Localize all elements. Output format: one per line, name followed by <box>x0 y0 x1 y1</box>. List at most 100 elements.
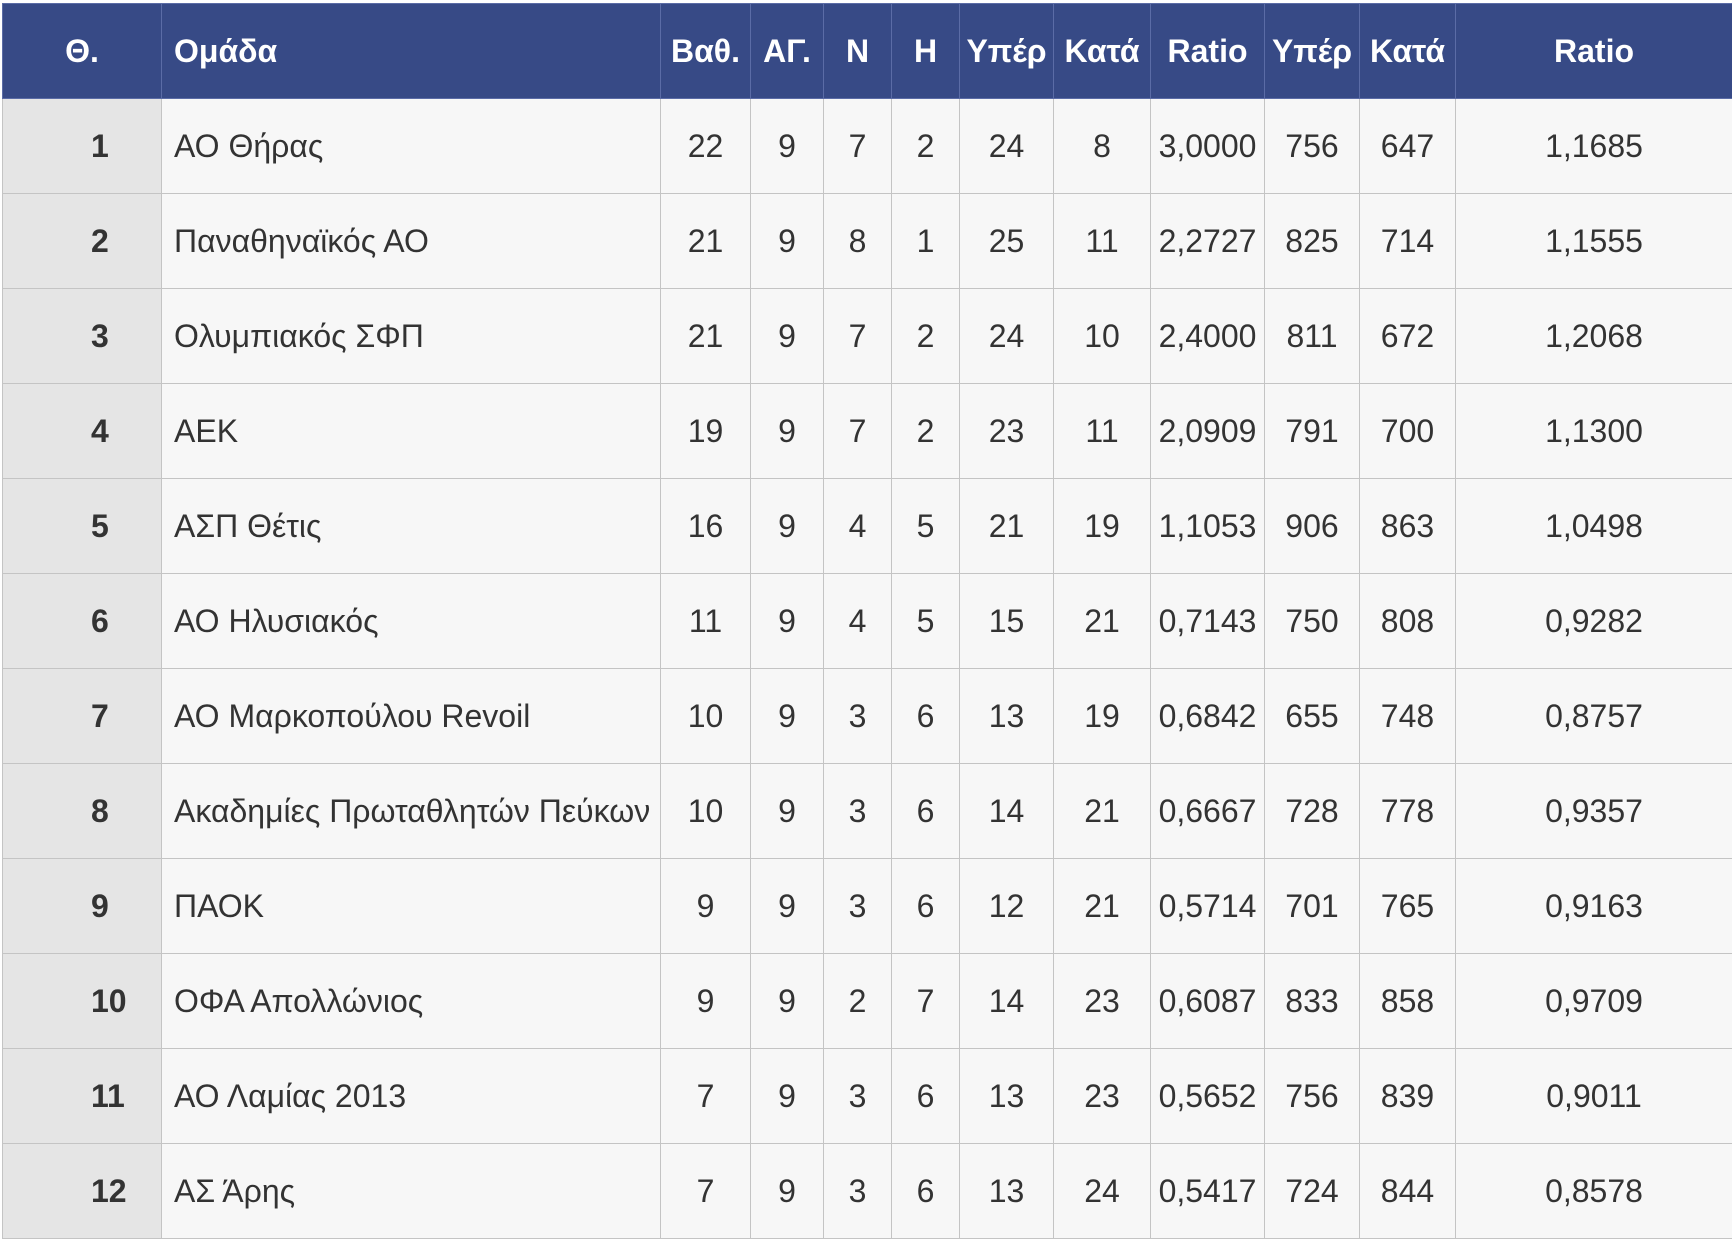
cell-games: 9 <box>750 193 824 289</box>
cell-sets-against: 19 <box>1053 478 1151 574</box>
header-sets-against[interactable]: Κατά <box>1053 3 1151 99</box>
cell-sets-ratio: 2,0909 <box>1150 383 1265 479</box>
cell-team: ΟΦΑ Απολλώνιος <box>161 953 661 1049</box>
header-points-ratio[interactable]: Ratio <box>1455 3 1732 99</box>
table-row: 11 ΑΟ Λαμίας 2013 7 9 3 6 13 23 0,5652 756 839 0,90… <box>2 1048 1732 1144</box>
cell-games: 9 <box>750 478 824 574</box>
table-row: 8 Ακαδημίες Πρωταθλητών Πεύκων 10 9 3 6 14 21 0,… <box>2 763 1732 859</box>
table-row: 6 ΑΟ Ηλυσιακός 11 9 4 5 15 21 0,7143 750 808 0,9282 <box>2 573 1732 669</box>
cell-wins: 3 <box>823 1048 892 1144</box>
cell-sets-for: 23 <box>959 383 1054 479</box>
header-sets-ratio[interactable]: Ratio <box>1150 3 1265 99</box>
cell-losses: 5 <box>891 478 960 574</box>
header-points-for[interactable]: Υπέρ <box>1264 3 1360 99</box>
table-body: 1 ΑΟ Θήρας 22 9 7 2 24 8 3,0000 756 647 1,1685 2 Πανα… <box>2 98 1732 1239</box>
cell-points: 11 <box>660 573 751 669</box>
cell-position: 3 <box>2 288 162 384</box>
cell-losses: 6 <box>891 668 960 764</box>
cell-team: ΑΟ Μαρκοπούλου Revoil <box>161 668 661 764</box>
cell-sets-ratio: 0,5417 <box>1150 1143 1265 1239</box>
cell-points-against: 863 <box>1359 478 1456 574</box>
cell-sets-against: 10 <box>1053 288 1151 384</box>
cell-position: 11 <box>2 1048 162 1144</box>
header-games[interactable]: ΑΓ. <box>750 3 824 99</box>
cell-sets-against: 11 <box>1053 383 1151 479</box>
cell-team: ΑΟ Θήρας <box>161 98 661 194</box>
cell-points-against: 778 <box>1359 763 1456 859</box>
header-position[interactable]: Θ. <box>2 3 162 99</box>
cell-team: Παναθηναϊκός ΑΟ <box>161 193 661 289</box>
cell-points-ratio: 0,8757 <box>1455 668 1732 764</box>
table-row: 7 ΑΟ Μαρκοπούλου Revoil 10 9 3 6 13 19 0,6842 655… <box>2 668 1732 764</box>
cell-sets-against: 19 <box>1053 668 1151 764</box>
cell-points: 10 <box>660 763 751 859</box>
cell-points: 21 <box>660 193 751 289</box>
cell-points-ratio: 1,1685 <box>1455 98 1732 194</box>
standings-table: Θ. Ομάδα Βαθ. ΑΓ. Ν Η Υπέρ Κατά Ratio Υπ… <box>2 3 1732 1239</box>
cell-points: 9 <box>660 953 751 1049</box>
cell-wins: 3 <box>823 858 892 954</box>
cell-points-against: 647 <box>1359 98 1456 194</box>
header-wins[interactable]: Ν <box>823 3 892 99</box>
cell-team: Ολυμπιακός ΣΦΠ <box>161 288 661 384</box>
cell-points-ratio: 0,9163 <box>1455 858 1732 954</box>
header-losses[interactable]: Η <box>891 3 960 99</box>
cell-points-ratio: 0,8578 <box>1455 1143 1732 1239</box>
cell-points-ratio: 1,0498 <box>1455 478 1732 574</box>
cell-points: 10 <box>660 668 751 764</box>
cell-points-against: 748 <box>1359 668 1456 764</box>
cell-points: 16 <box>660 478 751 574</box>
cell-points-for: 756 <box>1264 1048 1360 1144</box>
cell-losses: 7 <box>891 953 960 1049</box>
cell-sets-for: 14 <box>959 953 1054 1049</box>
cell-losses: 6 <box>891 1143 960 1239</box>
header-points-against[interactable]: Κατά <box>1359 3 1456 99</box>
cell-sets-ratio: 2,4000 <box>1150 288 1265 384</box>
cell-sets-ratio: 1,1053 <box>1150 478 1265 574</box>
cell-losses: 5 <box>891 573 960 669</box>
cell-points-for: 724 <box>1264 1143 1360 1239</box>
cell-sets-for: 12 <box>959 858 1054 954</box>
cell-games: 9 <box>750 1048 824 1144</box>
cell-points-ratio: 0,9282 <box>1455 573 1732 669</box>
cell-wins: 8 <box>823 193 892 289</box>
cell-sets-against: 11 <box>1053 193 1151 289</box>
cell-sets-ratio: 0,6667 <box>1150 763 1265 859</box>
table-row: 10 ΟΦΑ Απολλώνιος 9 9 2 7 14 23 0,6087 833 858 0,97… <box>2 953 1732 1049</box>
header-sets-for[interactable]: Υπέρ <box>959 3 1054 99</box>
cell-sets-ratio: 0,6087 <box>1150 953 1265 1049</box>
cell-sets-against: 21 <box>1053 573 1151 669</box>
header-team[interactable]: Ομάδα <box>161 3 661 99</box>
header-points[interactable]: Βαθ. <box>660 3 751 99</box>
cell-sets-ratio: 0,5714 <box>1150 858 1265 954</box>
cell-losses: 2 <box>891 98 960 194</box>
cell-position: 10 <box>2 953 162 1049</box>
cell-sets-for: 15 <box>959 573 1054 669</box>
cell-wins: 7 <box>823 383 892 479</box>
cell-sets-against: 8 <box>1053 98 1151 194</box>
cell-wins: 2 <box>823 953 892 1049</box>
cell-wins: 7 <box>823 288 892 384</box>
header-row: Θ. Ομάδα Βαθ. ΑΓ. Ν Η Υπέρ Κατά Ratio Υπ… <box>2 3 1732 99</box>
cell-points-for: 655 <box>1264 668 1360 764</box>
cell-sets-ratio: 0,6842 <box>1150 668 1265 764</box>
cell-wins: 4 <box>823 573 892 669</box>
cell-losses: 2 <box>891 288 960 384</box>
cell-points-ratio: 1,2068 <box>1455 288 1732 384</box>
cell-sets-for: 14 <box>959 763 1054 859</box>
cell-sets-ratio: 0,5652 <box>1150 1048 1265 1144</box>
cell-points-for: 756 <box>1264 98 1360 194</box>
cell-losses: 6 <box>891 858 960 954</box>
cell-sets-against: 23 <box>1053 1048 1151 1144</box>
cell-sets-ratio: 0,7143 <box>1150 573 1265 669</box>
cell-team: ΑΣ Άρης <box>161 1143 661 1239</box>
cell-points-for: 906 <box>1264 478 1360 574</box>
cell-wins: 4 <box>823 478 892 574</box>
cell-points-for: 750 <box>1264 573 1360 669</box>
table-row: 4 ΑΕΚ 19 9 7 2 23 11 2,0909 791 700 1,1300 <box>2 383 1732 479</box>
cell-sets-against: 21 <box>1053 858 1151 954</box>
cell-team: Ακαδημίες Πρωταθλητών Πεύκων <box>161 763 661 859</box>
cell-losses: 1 <box>891 193 960 289</box>
table-header: Θ. Ομάδα Βαθ. ΑΓ. Ν Η Υπέρ Κατά Ratio Υπ… <box>2 3 1732 99</box>
cell-position: 4 <box>2 383 162 479</box>
